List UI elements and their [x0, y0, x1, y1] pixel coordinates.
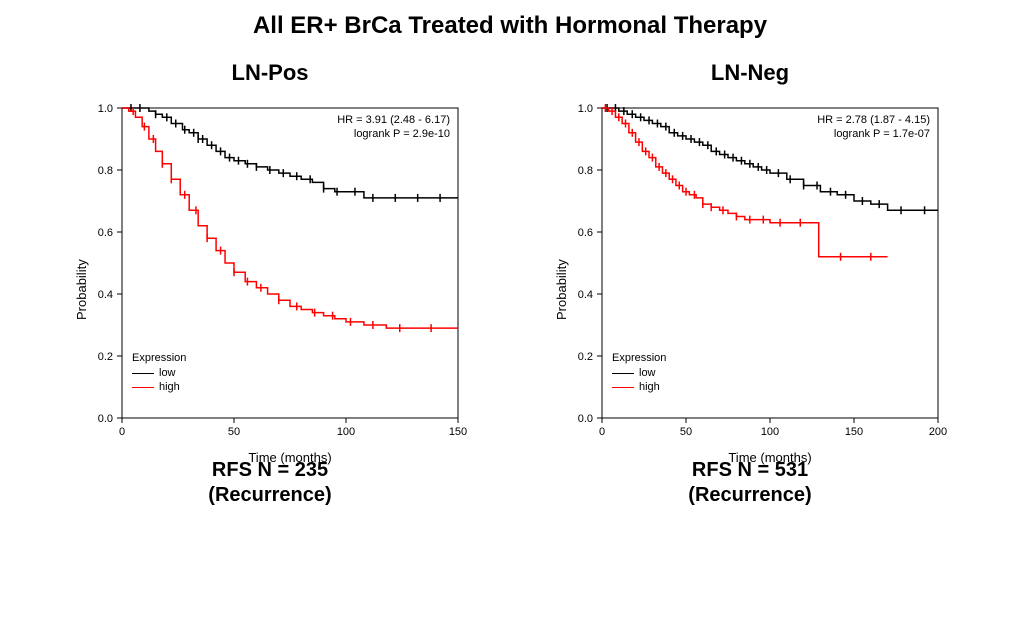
main-title: All ER+ BrCa Treated with Hormonal Thera… — [0, 12, 1020, 40]
panel-ln-pos-svg: 0 50 100 150 0.0 0.2 0.4 0.6 0.8 1.0 — [60, 90, 480, 470]
legend-item: low — [612, 366, 666, 380]
svg-text:50: 50 — [228, 426, 240, 438]
svg-text:150: 150 — [449, 426, 467, 438]
panel-ln-pos: LN-Pos 0 50 100 150 0.0 0.2 0.4 0.6 0.8 1.0 HR = … — [60, 60, 480, 470]
svg-text:100: 100 — [761, 426, 779, 438]
legend-label: low — [639, 367, 656, 379]
hr-text: HR = 2.78 (1.87 - 4.15) — [817, 114, 930, 128]
svg-text:0.2: 0.2 — [98, 351, 113, 363]
caption-line2: (Recurrence) — [540, 483, 960, 508]
caption-line1: RFS N = 531 — [540, 458, 960, 483]
caption-line1: RFS N = 235 — [60, 458, 480, 483]
svg-text:150: 150 — [845, 426, 863, 438]
panel-ln-pos-legend: Expression low high — [132, 352, 186, 394]
svg-text:0.6: 0.6 — [578, 227, 593, 239]
svg-text:0: 0 — [119, 426, 125, 438]
figure-container: { "figure": { "main_title": "All ER+ BrC… — [0, 0, 1020, 626]
legend-title: Expression — [612, 352, 666, 364]
legend-label: high — [159, 381, 180, 393]
panel-ln-neg-plot: 0 50 100 150 200 0.0 0.2 0.4 0.6 0.8 1.0 HR = 2.78… — [540, 90, 960, 470]
legend-swatch — [612, 373, 634, 374]
svg-text:50: 50 — [680, 426, 692, 438]
panel-ln-neg-stats: HR = 2.78 (1.87 - 4.15) logrank P = 1.7e… — [817, 114, 930, 142]
svg-text:0.8: 0.8 — [98, 165, 113, 177]
legend-title: Expression — [132, 352, 186, 364]
svg-text:0.0: 0.0 — [98, 413, 113, 425]
panel-ln-neg: LN-Neg 0 50 100 150 200 0.0 0.2 0.4 0.6 0.8 1.0 HR… — [540, 60, 960, 470]
legend-label: low — [159, 367, 176, 379]
logrank-text: logrank P = 1.7e-07 — [817, 128, 930, 142]
svg-text:0.2: 0.2 — [578, 351, 593, 363]
svg-text:0: 0 — [599, 426, 605, 438]
hr-text: HR = 3.91 (2.48 - 6.17) — [337, 114, 450, 128]
legend-item: high — [132, 380, 186, 394]
panel-ln-neg-title: LN-Neg — [540, 60, 960, 86]
legend-label: high — [639, 381, 660, 393]
y-axis-label: Probability — [74, 259, 89, 320]
svg-text:0.0: 0.0 — [578, 413, 593, 425]
panel-ln-pos-title: LN-Pos — [60, 60, 480, 86]
legend-swatch — [132, 373, 154, 374]
svg-text:0.4: 0.4 — [98, 289, 113, 301]
logrank-text: logrank P = 2.9e-10 — [337, 128, 450, 142]
svg-text:1.0: 1.0 — [98, 103, 113, 115]
svg-text:0.6: 0.6 — [98, 227, 113, 239]
y-axis-label: Probability — [554, 259, 569, 320]
panel-ln-pos-stats: HR = 3.91 (2.48 - 6.17) logrank P = 2.9e… — [337, 114, 450, 142]
svg-text:100: 100 — [337, 426, 355, 438]
svg-text:0.4: 0.4 — [578, 289, 593, 301]
legend-swatch — [132, 387, 154, 388]
panel-ln-neg-svg: 0 50 100 150 200 0.0 0.2 0.4 0.6 0.8 1.0 — [540, 90, 960, 470]
caption-line2: (Recurrence) — [60, 483, 480, 508]
panel-ln-pos-caption: RFS N = 235 (Recurrence) — [60, 458, 480, 508]
panel-ln-pos-plot: 0 50 100 150 0.0 0.2 0.4 0.6 0.8 1.0 HR = 3.91 (2… — [60, 90, 480, 470]
svg-text:0.8: 0.8 — [578, 165, 593, 177]
panel-ln-neg-legend: Expression low high — [612, 352, 666, 394]
legend-item: low — [132, 366, 186, 380]
legend-swatch — [612, 387, 634, 388]
svg-text:200: 200 — [929, 426, 947, 438]
svg-text:1.0: 1.0 — [578, 103, 593, 115]
panel-ln-neg-caption: RFS N = 531 (Recurrence) — [540, 458, 960, 508]
legend-item: high — [612, 380, 666, 394]
